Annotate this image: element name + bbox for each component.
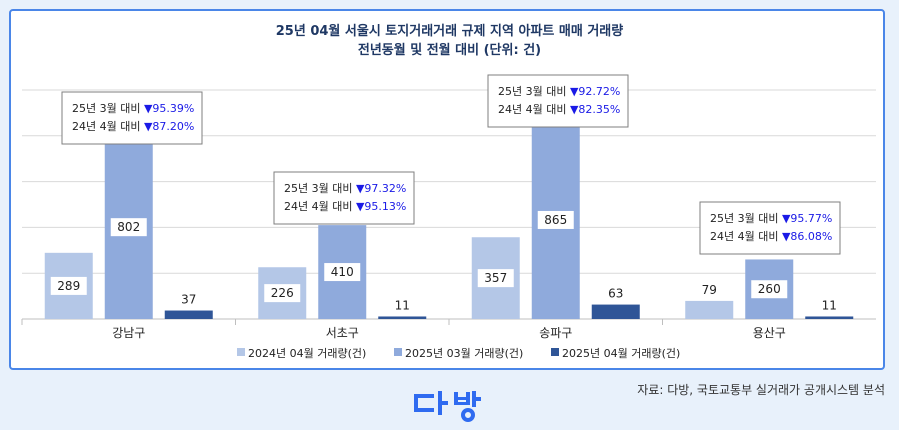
data-label: 410 — [331, 265, 354, 279]
data-label: 11 — [395, 298, 410, 312]
data-label-box — [477, 269, 514, 288]
data-label-box — [751, 280, 788, 299]
annotation-line: 25년 3월 대비 ▼95.77% — [710, 212, 832, 225]
bar — [805, 316, 854, 319]
data-label-box — [695, 280, 724, 299]
data-label: 289 — [57, 279, 80, 293]
legend-label: 2025년 03월 거래량(건) — [405, 347, 523, 360]
category-label: 용산구 — [753, 326, 786, 340]
data-label: 357 — [484, 271, 507, 285]
legend-label: 2025년 04월 거래량(건) — [562, 347, 680, 360]
bar — [591, 304, 640, 319]
data-label: 865 — [544, 213, 567, 227]
legend-swatch — [394, 348, 402, 356]
data-label-box — [264, 284, 301, 303]
legend-swatch — [237, 348, 245, 356]
data-label: 802 — [117, 220, 140, 234]
chart-subtitle: 전년동월 및 전월 대비 (단위: 건) — [357, 43, 542, 58]
annotation-line: 24년 4월 대비 ▼87.20% — [72, 120, 194, 133]
data-label: 37 — [181, 293, 196, 307]
legend-swatch — [551, 348, 559, 356]
data-label: 63 — [608, 287, 623, 301]
annotation-line: 24년 4월 대비 ▼82.35% — [498, 103, 620, 116]
data-label-box — [537, 210, 574, 229]
data-label: 79 — [702, 283, 717, 297]
bar — [378, 316, 427, 319]
category-label: 송파구 — [539, 326, 572, 340]
bar — [685, 300, 734, 319]
data-label: 260 — [758, 282, 781, 296]
annotation-line: 25년 3월 대비 ▼95.39% — [72, 102, 194, 115]
category-label: 서초구 — [326, 326, 359, 340]
data-label-box — [110, 218, 147, 237]
annotation-box — [487, 74, 629, 128]
data-label-box — [388, 296, 417, 315]
data-label-box — [601, 284, 630, 303]
category-label: 강남구 — [112, 326, 145, 340]
data-label-box — [174, 290, 203, 309]
bar — [164, 310, 213, 319]
data-label-box — [815, 296, 844, 315]
annotation-box — [61, 91, 203, 145]
annotation-box — [699, 201, 841, 255]
annotation-line: 25년 3월 대비 ▼97.32% — [284, 182, 406, 195]
annotation-line: 24년 4월 대비 ▼86.08% — [710, 230, 832, 243]
dabang-logo — [414, 391, 481, 422]
source-note: 자료: 다방, 국토교통부 실거래가 공개시스템 분석 — [637, 383, 885, 397]
data-label: 11 — [822, 298, 837, 312]
chart-title: 25년 04월 서울시 토지거래거래 규제 지역 아파트 매매 거래량 — [275, 24, 624, 39]
chart-card — [9, 9, 885, 370]
annotation-box — [273, 171, 415, 225]
legend-label: 2024년 04월 거래량(건) — [248, 347, 366, 360]
annotation-line: 24년 4월 대비 ▼95.13% — [284, 200, 406, 213]
data-label: 226 — [271, 286, 294, 300]
data-label-box — [50, 276, 87, 295]
bar-chart: 강남구 289 802 37 서초구 226 410 11 송파구 357 865 63 용산구 79 26… — [21, 74, 876, 360]
data-label-box — [324, 263, 361, 282]
annotation-line: 25년 3월 대비 ▼92.72% — [498, 85, 620, 98]
